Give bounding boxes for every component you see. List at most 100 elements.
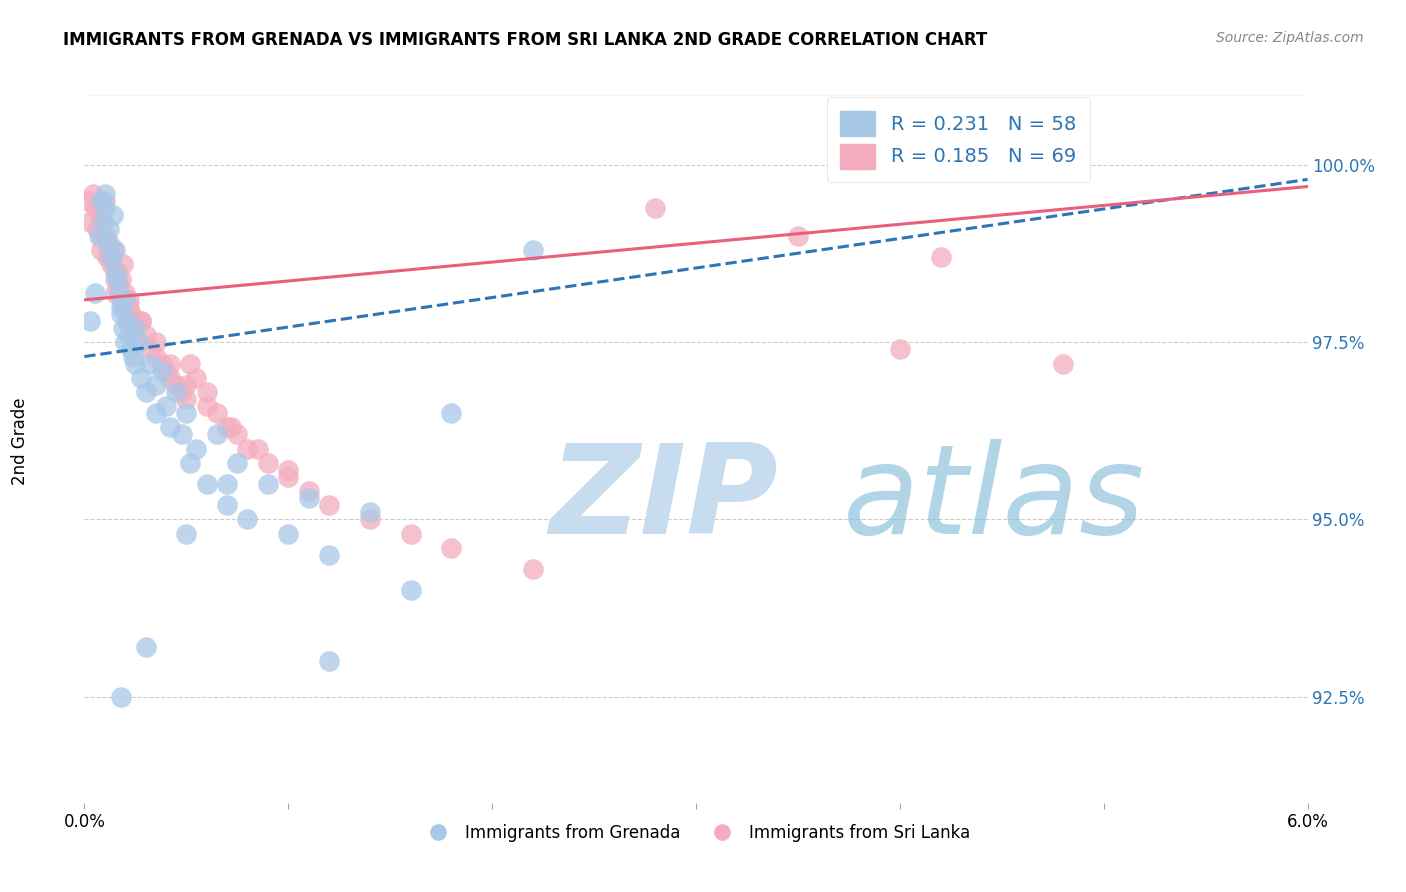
Point [87, 229, 110, 244]
Point [110, 271, 132, 285]
Point [179, 456, 201, 470]
Point [172, 427, 194, 442]
Point [82, 186, 104, 201]
Point [155, 399, 177, 413]
Point [101, 244, 124, 258]
Point [226, 427, 249, 442]
Point [150, 364, 173, 378]
Point [105, 271, 128, 285]
Point [135, 384, 157, 399]
Point [318, 548, 340, 562]
Text: Source: ZipAtlas.com: Source: ZipAtlas.com [1216, 31, 1364, 45]
Point [159, 420, 181, 434]
Point [155, 364, 177, 378]
Point [120, 343, 142, 357]
Point [644, 201, 666, 215]
Point [522, 244, 544, 258]
Point [145, 350, 167, 364]
Point [90, 244, 112, 258]
Point [83, 285, 105, 300]
Point [124, 321, 146, 335]
Point [90, 229, 112, 244]
Point [110, 307, 132, 321]
Point [138, 357, 160, 371]
Point [195, 477, 218, 491]
Point [145, 377, 167, 392]
Point [929, 251, 952, 265]
Point [174, 392, 197, 406]
Text: atlas: atlas [842, 439, 1144, 560]
Point [787, 229, 810, 244]
Point [112, 257, 135, 271]
Point [257, 477, 280, 491]
Point [186, 371, 208, 385]
Point [219, 420, 242, 434]
Point [83, 201, 105, 215]
Point [97, 222, 120, 236]
Point [277, 463, 299, 477]
Point [236, 512, 259, 526]
Point [1052, 357, 1074, 371]
Point [165, 377, 187, 392]
Point [104, 264, 127, 278]
Point [205, 427, 228, 442]
Point [97, 236, 120, 251]
Point [87, 208, 110, 222]
Point [77, 194, 100, 208]
Point [174, 526, 197, 541]
Point [159, 357, 181, 371]
Point [277, 470, 299, 484]
Point [128, 335, 150, 350]
Point [101, 208, 124, 222]
Point [440, 406, 463, 420]
Text: IMMIGRANTS FROM GRENADA VS IMMIGRANTS FROM SRI LANKA 2ND GRADE CORRELATION CHART: IMMIGRANTS FROM GRENADA VS IMMIGRANTS FR… [63, 31, 987, 49]
Point [96, 251, 118, 265]
Point [179, 357, 201, 371]
Point [105, 264, 128, 278]
Point [124, 357, 146, 371]
Point [114, 300, 136, 314]
Y-axis label: 2nd Grade: 2nd Grade [11, 398, 28, 485]
Point [114, 293, 136, 307]
Point [359, 505, 381, 519]
Point [108, 278, 131, 293]
Point [359, 512, 381, 526]
Point [110, 300, 132, 314]
Point [79, 215, 101, 229]
Point [522, 562, 544, 576]
Point [104, 244, 127, 258]
Point [100, 257, 122, 271]
Point [118, 300, 141, 314]
Point [138, 343, 160, 357]
Point [110, 690, 132, 704]
Point [131, 371, 153, 385]
Point [318, 654, 340, 668]
Point [93, 194, 115, 208]
Point [236, 442, 259, 456]
Point [257, 456, 280, 470]
Point [115, 314, 138, 328]
Point [124, 321, 146, 335]
Point [440, 541, 463, 555]
Point [217, 498, 239, 512]
Point [165, 384, 187, 399]
Point [86, 222, 108, 236]
Point [135, 640, 157, 654]
Point [318, 498, 340, 512]
Point [120, 307, 142, 321]
Point [93, 201, 115, 215]
Point [91, 215, 114, 229]
Point [114, 285, 136, 300]
Point [889, 343, 911, 357]
Point [122, 350, 145, 364]
Point [186, 442, 208, 456]
Point [100, 251, 122, 265]
Point [112, 321, 135, 335]
Point [110, 293, 132, 307]
Point [114, 335, 136, 350]
Point [399, 583, 422, 598]
Point [172, 384, 194, 399]
Point [226, 456, 249, 470]
Point [145, 335, 167, 350]
Point [79, 314, 101, 328]
